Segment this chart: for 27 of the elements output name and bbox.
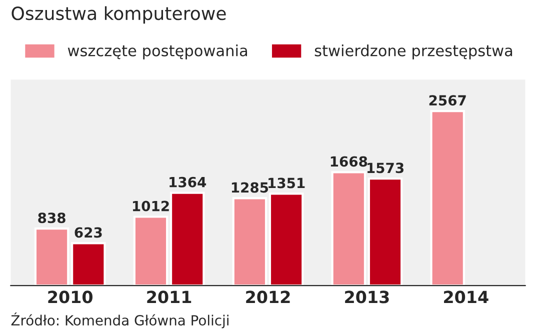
- data-label: 1668: [330, 156, 368, 167]
- bar: [430, 110, 465, 286]
- data-label: 623: [74, 227, 102, 238]
- data-label: 1351: [268, 178, 305, 188]
- bar: [268, 192, 304, 286]
- x-tick-label: 2013: [345, 290, 389, 304]
- data-label: 1573: [368, 162, 404, 174]
- bar: [368, 178, 403, 286]
- legend-label: stwierdzone przestępstwa: [314, 44, 512, 60]
- bar: [71, 242, 106, 286]
- bar: [331, 171, 366, 286]
- data-label: 838: [38, 212, 66, 224]
- x-tick-label: 2010: [48, 290, 92, 304]
- data-label: 1285: [232, 182, 268, 193]
- x-tick-label: 2011: [147, 290, 192, 304]
- data-label: 2567: [429, 95, 466, 106]
- bar: [133, 216, 168, 286]
- text: Źródło: Komenda Główna Policji: [11, 312, 228, 328]
- bar: [34, 228, 70, 286]
- chart-title: Oszustwa komputerowe: [12, 6, 226, 24]
- bar: [170, 192, 205, 286]
- data-label: 1364: [170, 176, 206, 188]
- bar: [232, 197, 268, 286]
- x-tick-label: 2014: [444, 290, 488, 304]
- x-tick-label: 2012: [246, 290, 290, 304]
- legend-label: wszczęte postępowania: [68, 44, 247, 60]
- data-label: 1012: [132, 200, 169, 212]
